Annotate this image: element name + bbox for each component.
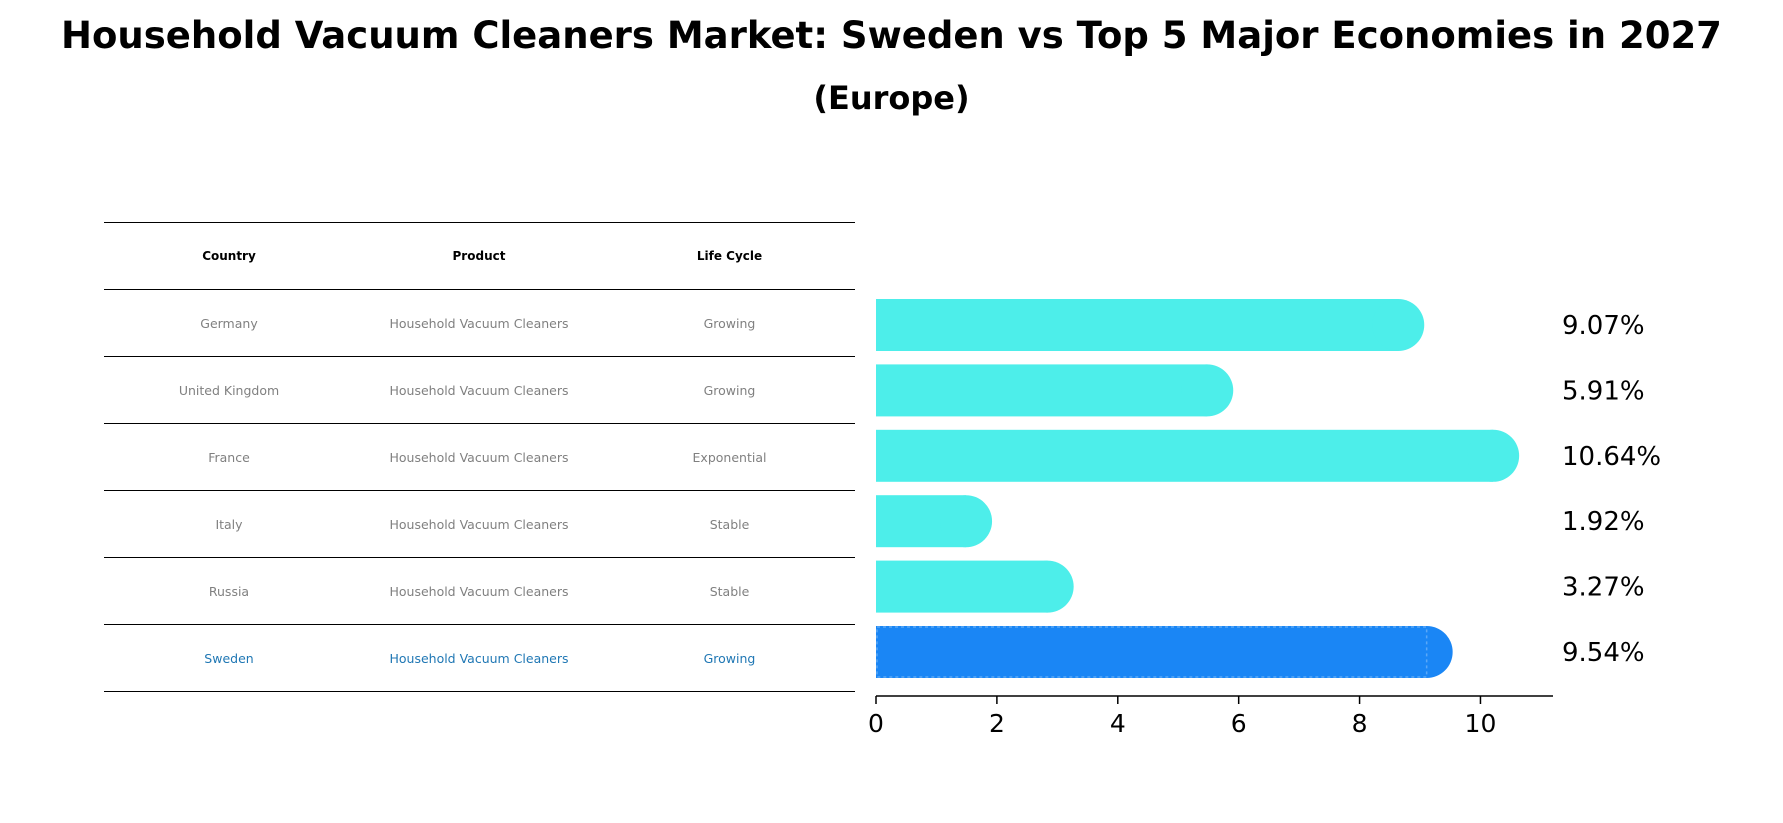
table-row: France Household Vacuum Cleaners Exponen…: [104, 423, 855, 491]
cell-life-cycle: Growing: [604, 289, 855, 357]
table-row: United Kingdom Household Vacuum Cleaners…: [104, 356, 855, 424]
bar-united-kingdom: [876, 364, 1234, 417]
bar-cap: [1400, 626, 1453, 678]
bar-cap: [1181, 364, 1234, 417]
bar-body: [876, 626, 1427, 678]
cell-life-cycle: Exponential: [604, 423, 855, 491]
bar-body: [876, 560, 1048, 613]
header-life-cycle: Life Cycle: [604, 222, 855, 290]
x-tick-label: 8: [1352, 709, 1368, 738]
bar-value-label: 9.54%: [1562, 638, 1645, 668]
x-tick-label: 10: [1465, 709, 1497, 738]
header-product: Product: [354, 222, 604, 290]
bar-cap: [1467, 429, 1520, 482]
bar-russia: [876, 560, 1074, 613]
cell-country: Russia: [104, 557, 354, 625]
x-tick-label: 6: [1231, 709, 1247, 738]
bar-italy: [876, 495, 993, 548]
bar-cap: [1021, 560, 1074, 613]
cell-life-cycle: Growing: [604, 624, 855, 692]
x-tick-label: 4: [1110, 709, 1126, 738]
cell-product: Household Vacuum Cleaners: [354, 423, 604, 491]
table-row-highlight: Sweden Household Vacuum Cleaners Growing: [104, 624, 855, 692]
x-tick-label: 2: [989, 709, 1005, 738]
chart-title: Household Vacuum Cleaners Market: Sweden…: [61, 14, 1722, 57]
bar-france: [876, 429, 1520, 482]
bar-sweden: [876, 626, 1453, 678]
cell-country: Sweden: [104, 624, 354, 692]
cell-product: Household Vacuum Cleaners: [354, 557, 604, 625]
bar-value-label: 3.27%: [1562, 573, 1645, 603]
bar-body: [876, 299, 1399, 351]
bar-value-label: 1.92%: [1562, 507, 1645, 537]
cell-life-cycle: Stable: [604, 557, 855, 625]
bar-cap: [1372, 299, 1425, 351]
bar-body: [876, 429, 1494, 482]
info-table: Country Product Life Cycle Germany House…: [104, 222, 855, 692]
cell-country: France: [104, 423, 354, 491]
table-row: Italy Household Vacuum Cleaners Stable: [104, 490, 855, 558]
cell-life-cycle: Growing: [604, 356, 855, 424]
bar-value-label: 10.64%: [1562, 442, 1661, 472]
bar-germany: [876, 299, 1425, 351]
x-tick-label: 0: [868, 709, 884, 738]
bar-body: [876, 364, 1208, 417]
cell-product: Household Vacuum Cleaners: [354, 490, 604, 558]
table-row: Germany Household Vacuum Cleaners Growin…: [104, 289, 855, 357]
cell-product: Household Vacuum Cleaners: [354, 356, 604, 424]
cell-country: Italy: [104, 490, 354, 558]
table-header-row: Country Product Life Cycle: [104, 222, 855, 290]
cell-life-cycle: Stable: [604, 490, 855, 558]
table-row: Russia Household Vacuum Cleaners Stable: [104, 557, 855, 625]
cell-country: Germany: [104, 289, 354, 357]
cell-product: Household Vacuum Cleaners: [354, 624, 604, 692]
cell-country: United Kingdom: [104, 356, 354, 424]
cell-product: Household Vacuum Cleaners: [354, 289, 604, 357]
bar-cap: [940, 495, 993, 548]
chart-subtitle: (Europe): [813, 79, 970, 117]
bar-value-label: 9.07%: [1562, 311, 1645, 341]
header-country: Country: [104, 222, 354, 290]
bar-value-label: 5.91%: [1562, 376, 1645, 406]
